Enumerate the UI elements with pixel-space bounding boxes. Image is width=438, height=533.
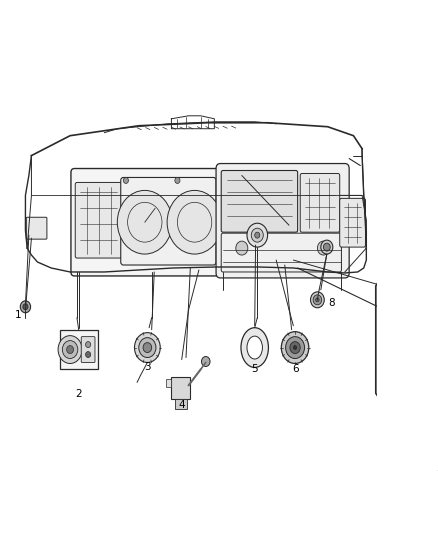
Circle shape xyxy=(67,345,74,353)
Bar xyxy=(171,377,190,399)
Circle shape xyxy=(286,337,304,359)
Text: 6: 6 xyxy=(292,365,298,375)
Text: 3: 3 xyxy=(144,362,151,373)
Circle shape xyxy=(321,240,333,254)
Circle shape xyxy=(20,301,31,313)
Bar xyxy=(393,386,403,398)
Circle shape xyxy=(311,292,324,308)
Text: 5: 5 xyxy=(251,365,258,375)
Circle shape xyxy=(251,228,263,242)
Bar xyxy=(409,386,420,398)
Circle shape xyxy=(313,295,321,305)
Circle shape xyxy=(124,177,128,183)
FancyBboxPatch shape xyxy=(121,177,216,265)
Circle shape xyxy=(433,361,438,375)
Circle shape xyxy=(201,357,210,367)
Circle shape xyxy=(117,190,172,254)
FancyBboxPatch shape xyxy=(75,182,122,258)
Circle shape xyxy=(236,241,248,255)
Text: 7: 7 xyxy=(436,470,438,480)
Circle shape xyxy=(85,352,91,358)
Circle shape xyxy=(318,241,329,255)
Ellipse shape xyxy=(247,336,262,359)
FancyBboxPatch shape xyxy=(340,198,365,247)
Circle shape xyxy=(323,243,330,251)
Circle shape xyxy=(58,336,82,364)
FancyBboxPatch shape xyxy=(216,164,349,278)
Bar xyxy=(60,330,98,369)
FancyBboxPatch shape xyxy=(26,217,47,239)
Bar xyxy=(166,379,171,387)
Polygon shape xyxy=(383,284,438,395)
Circle shape xyxy=(293,345,297,350)
Circle shape xyxy=(281,332,309,364)
Circle shape xyxy=(247,223,268,247)
Circle shape xyxy=(139,337,156,358)
Circle shape xyxy=(85,342,91,348)
Circle shape xyxy=(62,341,78,359)
FancyBboxPatch shape xyxy=(221,171,298,232)
Bar xyxy=(175,399,187,409)
Text: 8: 8 xyxy=(328,298,336,308)
Circle shape xyxy=(167,190,222,254)
Text: 4: 4 xyxy=(178,400,185,410)
Circle shape xyxy=(396,361,407,375)
Circle shape xyxy=(386,359,403,378)
Circle shape xyxy=(389,362,400,375)
Circle shape xyxy=(255,232,260,238)
Circle shape xyxy=(175,177,180,183)
Circle shape xyxy=(316,298,319,302)
Circle shape xyxy=(23,304,28,310)
FancyBboxPatch shape xyxy=(71,168,219,276)
Text: 1: 1 xyxy=(15,310,22,320)
Circle shape xyxy=(290,342,300,353)
Circle shape xyxy=(143,343,152,352)
FancyBboxPatch shape xyxy=(300,173,340,232)
Polygon shape xyxy=(376,276,438,403)
Ellipse shape xyxy=(241,328,268,367)
FancyBboxPatch shape xyxy=(388,280,438,356)
FancyBboxPatch shape xyxy=(389,357,438,381)
FancyBboxPatch shape xyxy=(81,337,95,362)
Circle shape xyxy=(414,361,427,375)
Bar xyxy=(426,386,436,398)
Circle shape xyxy=(134,333,160,362)
Text: 2: 2 xyxy=(75,389,82,399)
